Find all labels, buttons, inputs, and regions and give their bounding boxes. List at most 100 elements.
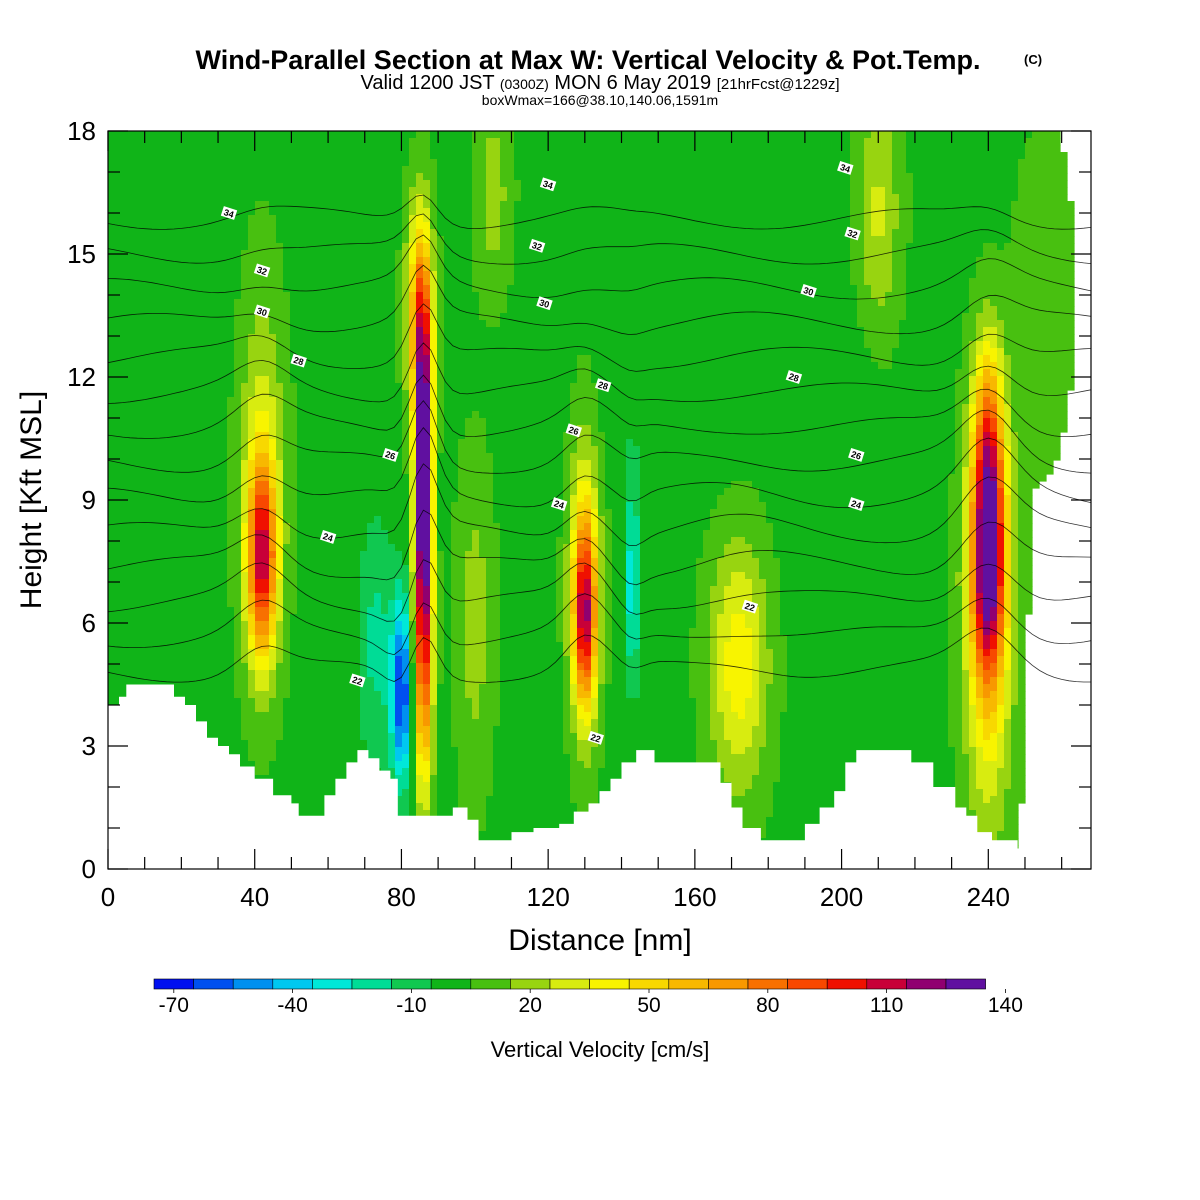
chart-title: Wind-Parallel Section at Max W: Vertical… bbox=[196, 45, 981, 75]
w-cell bbox=[465, 418, 487, 426]
w-cell bbox=[416, 677, 424, 685]
w-cell bbox=[486, 432, 564, 440]
w-cell bbox=[227, 446, 242, 454]
w-cell bbox=[437, 530, 452, 538]
w-cell bbox=[276, 439, 284, 447]
w-cell bbox=[871, 208, 886, 216]
w-cell bbox=[409, 446, 417, 454]
w-cell bbox=[423, 740, 431, 748]
w-cell bbox=[556, 628, 564, 636]
w-cell bbox=[577, 481, 592, 489]
w-cell bbox=[962, 698, 970, 706]
w-cell bbox=[423, 376, 431, 384]
contour-label-bg bbox=[536, 296, 553, 311]
w-cell bbox=[290, 355, 396, 363]
w-cell bbox=[605, 733, 697, 741]
w-cell bbox=[395, 663, 403, 671]
w-cell bbox=[1004, 383, 1012, 391]
w-cell bbox=[255, 418, 270, 426]
w-cell bbox=[241, 278, 284, 286]
w-cell bbox=[598, 383, 956, 391]
w-cell bbox=[472, 285, 508, 293]
w-cell bbox=[269, 516, 277, 524]
w-cell bbox=[409, 642, 417, 650]
w-cell bbox=[269, 768, 382, 776]
w-cell bbox=[269, 684, 277, 692]
w-cell bbox=[360, 593, 375, 601]
w-cell bbox=[976, 649, 984, 657]
w-cell bbox=[752, 670, 760, 678]
w-cell bbox=[402, 166, 438, 174]
w-cell bbox=[570, 495, 578, 503]
w-cell bbox=[976, 663, 984, 671]
w-cell bbox=[626, 467, 641, 475]
w-cell bbox=[969, 698, 977, 706]
w-cell bbox=[605, 621, 613, 629]
w-cell bbox=[556, 635, 564, 643]
w-cell bbox=[850, 243, 865, 251]
w-cell bbox=[983, 306, 998, 314]
w-cell bbox=[360, 677, 375, 685]
w-cell bbox=[269, 558, 277, 566]
w-cell bbox=[108, 159, 410, 167]
w-cell bbox=[1011, 467, 1019, 475]
w-cell bbox=[997, 383, 1005, 391]
w-cell bbox=[871, 187, 886, 195]
w-cell bbox=[500, 551, 557, 559]
w-cell bbox=[493, 495, 564, 503]
w-cell bbox=[409, 222, 417, 230]
w-cell bbox=[234, 362, 249, 370]
colorbar-label: -70 bbox=[159, 994, 189, 1017]
w-cell bbox=[1018, 677, 1026, 685]
w-cell bbox=[948, 733, 963, 741]
w-cell bbox=[402, 327, 410, 335]
y-tick-label: 6 bbox=[82, 608, 96, 638]
w-cell bbox=[1011, 509, 1019, 517]
w-cell bbox=[430, 677, 438, 685]
w-cell bbox=[605, 719, 697, 727]
w-cell bbox=[759, 670, 774, 678]
w-cell bbox=[423, 754, 431, 762]
w-cell bbox=[773, 523, 949, 531]
w-cell bbox=[1004, 544, 1012, 552]
w-cell bbox=[983, 621, 991, 629]
w-cell bbox=[416, 782, 431, 790]
w-cell bbox=[752, 677, 760, 685]
w-cell bbox=[598, 467, 606, 475]
w-cell bbox=[437, 719, 452, 727]
contour-label: 28 bbox=[785, 370, 803, 384]
w-cell bbox=[409, 138, 431, 146]
w-cell bbox=[983, 509, 998, 517]
w-cell bbox=[458, 761, 494, 769]
w-cell bbox=[437, 432, 445, 440]
w-cell bbox=[591, 523, 599, 531]
w-cell bbox=[108, 292, 242, 300]
w-cell bbox=[423, 173, 438, 181]
theta-contour bbox=[108, 303, 1091, 372]
w-cell bbox=[430, 348, 438, 356]
w-cell bbox=[255, 684, 270, 692]
w-cell bbox=[395, 649, 410, 657]
w-cell bbox=[962, 509, 970, 517]
w-cell bbox=[276, 586, 284, 594]
w-cell bbox=[486, 572, 501, 580]
w-cell bbox=[997, 572, 1005, 580]
w-cell bbox=[472, 236, 487, 244]
w-cell bbox=[997, 390, 1005, 398]
w-cell bbox=[395, 754, 403, 762]
w-cell bbox=[234, 376, 249, 384]
w-cell bbox=[976, 362, 984, 370]
w-cell bbox=[577, 670, 585, 678]
w-cell bbox=[360, 642, 368, 650]
w-cell bbox=[500, 320, 858, 328]
w-cell bbox=[437, 390, 445, 398]
w-cell bbox=[437, 187, 473, 195]
w-cell bbox=[409, 635, 417, 643]
w-cell bbox=[570, 614, 578, 622]
w-cell bbox=[976, 390, 984, 398]
w-cell bbox=[962, 411, 970, 419]
w-cell bbox=[759, 677, 774, 685]
w-cell bbox=[591, 460, 599, 468]
w-cell bbox=[969, 397, 977, 405]
theta-contour bbox=[108, 213, 1091, 265]
